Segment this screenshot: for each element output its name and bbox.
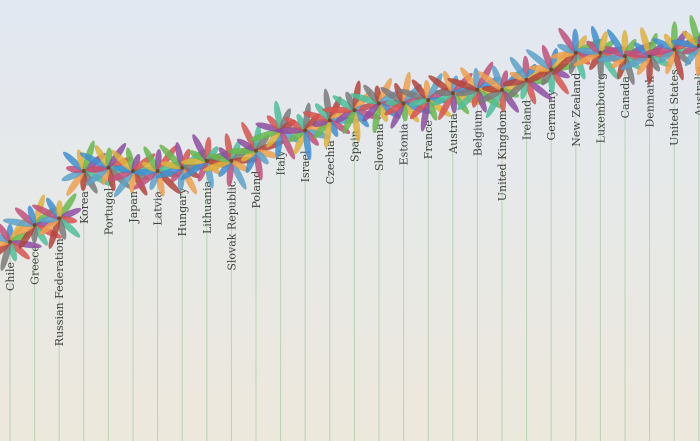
flower-center-luxembourg — [598, 50, 603, 55]
country-label-new-zealand: New Zealand — [570, 73, 583, 147]
flower-center-lithuania — [204, 158, 209, 163]
flower-center-portugal — [106, 165, 111, 170]
flower-greece — [2, 194, 63, 249]
flower-center-united-kingdom — [500, 87, 504, 92]
flower-center-hungary — [180, 165, 185, 170]
flower-center-greece — [32, 223, 37, 228]
country-label-korea: Korea — [78, 191, 91, 224]
flower-center-korea — [81, 169, 86, 174]
country-label-japan: Japan — [127, 191, 140, 224]
flower-center-israel — [303, 128, 308, 133]
flower-center-latvia — [155, 169, 160, 174]
flower-center-estonia — [401, 101, 406, 106]
country-label-slovak-republic: Slovak Republic — [225, 181, 238, 271]
country-label-france: France — [422, 120, 435, 159]
country-label-denmark: Denmark — [644, 76, 657, 128]
flower-center-czechia — [327, 118, 332, 123]
country-label-united-states: United States — [668, 69, 681, 146]
flower-center-australia — [696, 44, 700, 48]
country-label-hungary: Hungary — [176, 187, 189, 237]
country-label-slovenia: Slovenia — [373, 123, 386, 171]
country-label-greece: Greece — [29, 245, 42, 285]
country-label-czechia: Czechia — [324, 140, 337, 184]
flower-center-spain — [352, 108, 357, 113]
flower-center-slovak-republic — [229, 158, 234, 163]
flower-center-canada — [623, 54, 627, 59]
country-label-australia: Australia — [693, 66, 700, 118]
country-label-united-kingdom: United Kingdom — [496, 109, 509, 201]
country-label-austria: Austria — [447, 113, 460, 155]
flower-center-slovenia — [377, 101, 381, 106]
flower-center-new-zealand — [573, 50, 578, 55]
country-label-poland: Poland — [250, 171, 263, 209]
country-label-ireland: Ireland — [521, 100, 534, 140]
flower-australia — [670, 14, 700, 77]
country-label-germany: Germany — [545, 89, 558, 141]
flower-center-denmark — [647, 54, 652, 59]
country-label-canada: Canada — [619, 76, 632, 119]
flower-center-chile — [8, 240, 12, 244]
flower-center-belgium — [475, 87, 480, 92]
country-label-portugal: Portugal — [102, 187, 115, 235]
flower-center-france — [426, 98, 431, 103]
flower-center-germany — [549, 67, 554, 72]
country-label-lithuania: Lithuania — [201, 180, 214, 234]
flower-russian-federation — [31, 193, 82, 250]
country-label-chile: Chile — [4, 262, 17, 291]
country-label-belgium: Belgium — [471, 109, 484, 156]
flower-layer — [0, 14, 700, 272]
flower-center-russian-federation — [57, 216, 62, 221]
flower-center-austria — [450, 91, 455, 96]
country-label-latvia: Latvia — [152, 191, 165, 226]
country-label-luxembourg: Luxembourg — [594, 73, 607, 144]
stem-layer — [9, 52, 700, 441]
country-label-russian-federation: Russian Federation — [53, 238, 66, 346]
petal — [55, 200, 63, 219]
country-label-estonia: Estonia — [398, 123, 411, 165]
flower-center-poland — [254, 148, 258, 153]
country-label-layer: Chile Greece Russian Federation Korea Portug… — [4, 66, 700, 347]
flower-center-united-states — [672, 47, 677, 52]
